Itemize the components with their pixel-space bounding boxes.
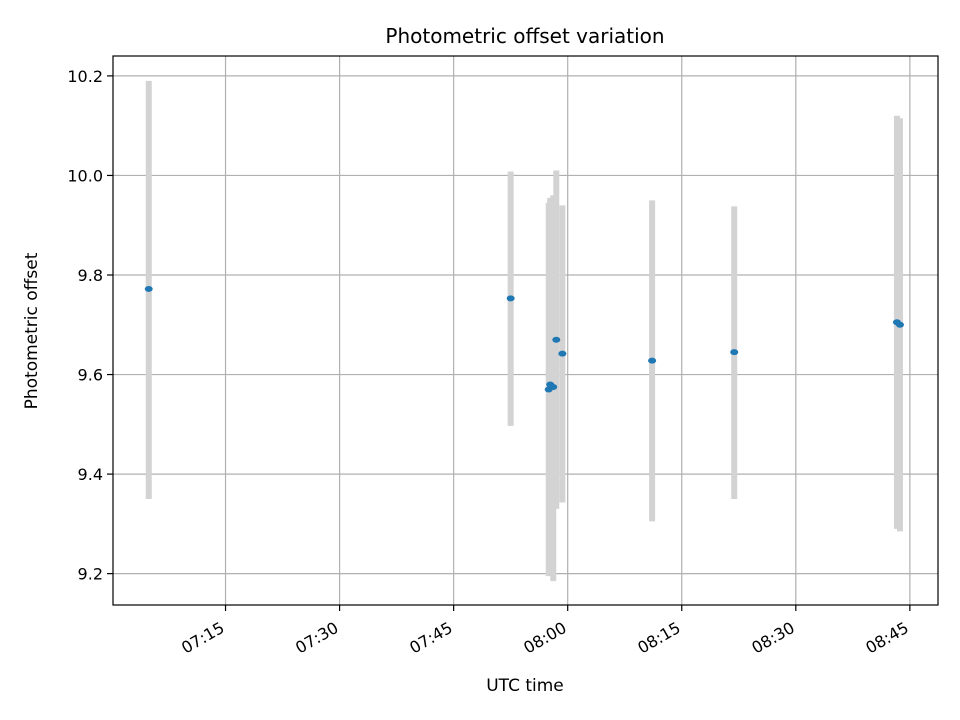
data-points xyxy=(144,285,904,393)
y-tick-label: 10.2 xyxy=(67,67,103,86)
plot-frame xyxy=(112,55,939,606)
y-axis: 9.2 9.4 9.6 9.8 10.0 10.2 xyxy=(67,67,113,584)
chart-title: Photometric offset variation xyxy=(385,24,664,48)
data-point xyxy=(648,357,657,364)
y-tick-label: 9.2 xyxy=(78,565,103,584)
data-point xyxy=(552,336,561,343)
y-axis-title: Photometric offset xyxy=(22,252,42,409)
data-point xyxy=(549,383,558,390)
data-point xyxy=(506,295,515,302)
data-point xyxy=(730,349,739,356)
y-tick-label: 10.0 xyxy=(67,166,103,185)
grid xyxy=(113,56,938,605)
y-tick-label: 9.8 xyxy=(78,266,103,285)
x-axis-title: UTC time xyxy=(486,676,564,696)
y-tick-label: 9.4 xyxy=(78,465,103,484)
data-point xyxy=(144,285,153,292)
data-point xyxy=(558,350,567,357)
data-point xyxy=(895,321,904,328)
y-tick-label: 9.6 xyxy=(78,366,103,385)
